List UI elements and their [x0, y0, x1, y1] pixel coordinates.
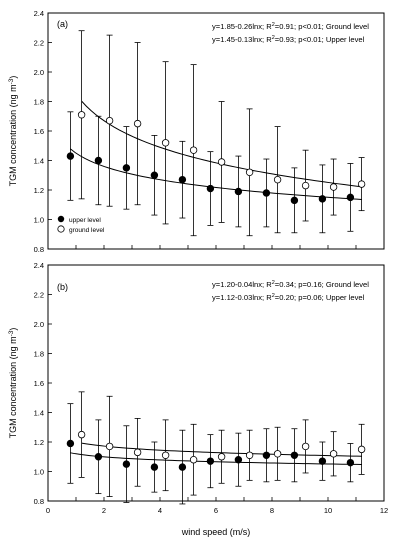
- data-point-ground-a: [301, 181, 310, 190]
- y-tick-label-b: 0.8: [34, 497, 44, 506]
- data-point-ground-b: [217, 453, 226, 461]
- data-point-ground-a: [357, 180, 366, 188]
- y-axis-title-a: TGM concentration (ng m-3): [8, 76, 18, 187]
- data-point-upper-a: [66, 152, 75, 160]
- legend-a: upper level ground level: [57, 215, 105, 234]
- y-tick-label-a: 1.4: [34, 156, 44, 165]
- equation-a-ground: y=1.85-0.26lnx; R2=0.91; p<0.01; Ground …: [212, 22, 369, 31]
- x-tick-label: 6: [214, 506, 218, 515]
- data-point-ground-b: [329, 450, 338, 458]
- data-point-upper-a: [122, 164, 131, 172]
- y-tick-label-a: 1.2: [34, 186, 44, 195]
- equation-b-upper: y=1.12-0.03lnx; R2=0.20; p=0.06; Upper l…: [212, 293, 365, 302]
- y-tick-label-a: 2.0: [34, 68, 44, 77]
- x-tick-label: 12: [380, 506, 388, 515]
- x-tick-label: 0: [46, 506, 50, 515]
- panel-label-b: (b): [57, 282, 68, 292]
- x-tick-label: 2: [102, 506, 106, 515]
- data-point-upper-b: [206, 457, 215, 465]
- data-point-upper-b: [150, 463, 159, 471]
- data-point-ground-b: [77, 430, 86, 439]
- data-point-upper-b: [346, 458, 355, 467]
- fit-curve-upper-b: [70, 452, 362, 465]
- y-tick-label-a: 1.6: [34, 127, 44, 136]
- y-axis-title-b: TGM concentration (ng m-3): [8, 328, 18, 439]
- data-point-upper-b: [290, 451, 299, 459]
- data-point-ground-b: [105, 442, 114, 451]
- y-tick-label-b: 1.4: [34, 408, 44, 417]
- data-point-upper-a: [262, 189, 271, 197]
- svg-text:TGM concentration (ng m-3): TGM concentration (ng m-3): [8, 328, 18, 439]
- y-tick-label-a: 1.8: [34, 97, 44, 106]
- y-tick-label-b: 1.8: [34, 349, 44, 358]
- equation-b-ground: y=1.20-0.04lnx; R2=0.34; p=0.16; Ground …: [212, 280, 369, 289]
- data-point-ground-a: [133, 119, 142, 128]
- data-point-upper-b: [66, 439, 75, 448]
- panel-b: (b) y=1.20-0.04lnx; R2=0.34; p=0.16; Gro…: [8, 261, 388, 537]
- svg-text:TGM concentration (ng m-3): TGM concentration (ng m-3): [8, 76, 18, 187]
- data-point-upper-a: [290, 196, 299, 205]
- data-point-ground-a: [161, 139, 170, 147]
- data-point-ground-a: [189, 146, 198, 154]
- panel-label-a: (a): [57, 19, 68, 29]
- data-point-upper-b: [262, 451, 271, 459]
- equation-a-upper: y=1.45-0.13lnx; R2=0.93; p<0.01; Upper l…: [212, 35, 365, 44]
- data-point-upper-a: [178, 175, 187, 184]
- y-tick-label-b: 2.4: [34, 261, 44, 270]
- data-point-ground-b: [133, 448, 142, 457]
- data-point-upper-b: [178, 463, 187, 471]
- data-point-upper-b: [94, 453, 103, 461]
- data-point-ground-b: [245, 451, 254, 459]
- data-point-ground-b: [357, 445, 366, 454]
- panel-a: (a) y=1.85-0.26lnx; R2=0.91; p<0.01; Gro…: [8, 9, 385, 254]
- legend-marker-ground: [57, 225, 65, 233]
- y-tick-label-b: 2.0: [34, 320, 44, 329]
- y-tick-label-b: 1.2: [34, 438, 44, 447]
- data-point-upper-a: [346, 193, 355, 202]
- y-tick-label-b: 2.2: [34, 290, 44, 299]
- data-point-ground-b: [273, 450, 282, 458]
- data-point-ground-a: [273, 175, 282, 184]
- legend-label-upper: upper level: [69, 217, 101, 224]
- y-tick-label-b: 1.6: [34, 379, 44, 388]
- data-point-ground-a: [329, 183, 338, 191]
- data-point-ground-a: [105, 116, 114, 125]
- data-point-upper-a: [150, 171, 159, 179]
- legend-label-ground: ground level: [69, 227, 105, 234]
- data-point-ground-b: [161, 451, 170, 459]
- data-point-ground-b: [189, 456, 198, 464]
- data-point-ground-b: [301, 442, 310, 451]
- x-tick-label: 4: [158, 506, 162, 515]
- data-point-upper-b: [318, 457, 327, 465]
- data-point-ground-a: [245, 168, 254, 176]
- y-tick-label-b: 1.0: [34, 467, 44, 476]
- data-point-upper-a: [206, 184, 215, 193]
- data-point-ground-a: [77, 111, 86, 119]
- x-axis-title: wind speed (m/s): [181, 527, 251, 537]
- y-tick-label-a: 1.0: [34, 215, 44, 224]
- data-point-upper-a: [234, 187, 243, 196]
- data-point-upper-a: [318, 195, 327, 203]
- y-tick-label-a: 2.2: [34, 38, 44, 47]
- legend-marker-upper: [57, 215, 65, 223]
- x-tick-label: 10: [324, 506, 332, 515]
- data-point-upper-b: [234, 456, 243, 464]
- x-tick-label: 8: [270, 506, 274, 515]
- y-tick-label-a: 0.8: [34, 245, 44, 254]
- fit-curve-upper-a: [70, 148, 362, 200]
- data-point-ground-a: [217, 158, 226, 166]
- data-point-upper-a: [94, 156, 103, 165]
- y-tick-label-a: 2.4: [34, 9, 44, 18]
- data-point-upper-b: [122, 460, 131, 468]
